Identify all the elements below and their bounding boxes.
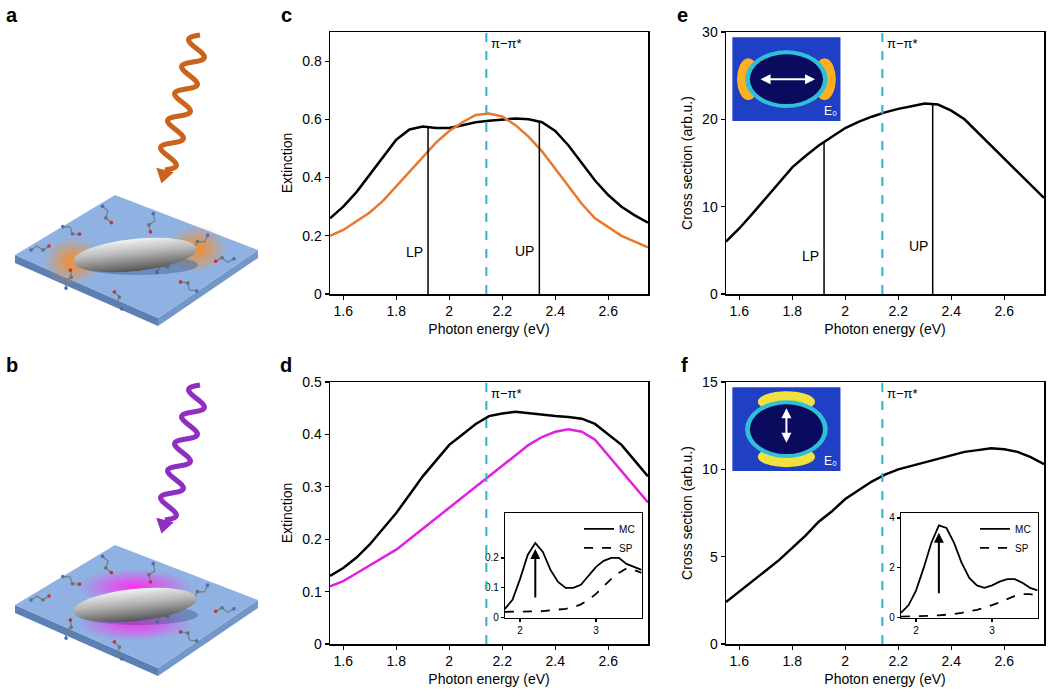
svg-text:2.2: 2.2 [889, 303, 909, 319]
svg-text:2.2: 2.2 [889, 653, 909, 669]
svg-text:1.8: 1.8 [387, 653, 407, 669]
svg-text:0.3: 0.3 [302, 479, 322, 495]
svg-text:4: 4 [889, 512, 895, 523]
svg-text:0: 0 [314, 636, 322, 652]
svg-text:MC: MC [1015, 524, 1031, 535]
svg-text:2.2: 2.2 [493, 303, 513, 319]
svg-text:2: 2 [889, 562, 895, 573]
svg-text:Photon energy (eV): Photon energy (eV) [428, 321, 549, 337]
svg-text:UP: UP [909, 238, 928, 254]
svg-text:SP: SP [1015, 543, 1029, 554]
svg-text:Photon energy (eV): Photon energy (eV) [824, 671, 945, 687]
svg-text:20: 20 [702, 111, 718, 127]
svg-text:Extinction: Extinction [279, 133, 295, 194]
svg-text:2.6: 2.6 [995, 303, 1015, 319]
svg-text:0.4: 0.4 [302, 169, 322, 185]
svg-text:0.1: 0.1 [485, 582, 499, 593]
svg-text:UP: UP [515, 243, 534, 259]
svg-text:f: f [681, 354, 688, 376]
svg-text:1.6: 1.6 [334, 653, 354, 669]
svg-text:1.8: 1.8 [783, 303, 803, 319]
svg-text:E₀: E₀ [824, 454, 837, 468]
svg-text:2.4: 2.4 [546, 653, 566, 669]
svg-text:2: 2 [913, 625, 919, 636]
svg-text:0: 0 [493, 612, 499, 623]
svg-text:0: 0 [889, 612, 895, 623]
svg-text:Photon energy (eV): Photon energy (eV) [428, 671, 549, 687]
svg-text:Cross section (arb.u.): Cross section (arb.u.) [679, 96, 695, 230]
svg-text:2.4: 2.4 [546, 303, 566, 319]
svg-text:2: 2 [841, 303, 849, 319]
svg-text:10: 10 [702, 461, 718, 477]
svg-text:0.2: 0.2 [302, 531, 322, 547]
svg-text:Photon energy (eV): Photon energy (eV) [824, 321, 945, 337]
svg-text:1.8: 1.8 [783, 653, 803, 669]
svg-text:MC: MC [619, 524, 635, 535]
svg-text:2.6: 2.6 [599, 653, 619, 669]
svg-text:3: 3 [593, 625, 599, 636]
svg-text:2: 2 [445, 303, 453, 319]
svg-text:0.5: 0.5 [302, 374, 322, 390]
svg-text:π−π*: π−π* [887, 386, 918, 401]
svg-text:0.6: 0.6 [302, 111, 322, 127]
svg-text:0: 0 [710, 636, 718, 652]
svg-text:1.6: 1.6 [730, 653, 750, 669]
svg-text:Cross section (arb.u.): Cross section (arb.u.) [679, 446, 695, 580]
svg-text:2: 2 [517, 625, 523, 636]
svg-text:π−π*: π−π* [887, 36, 918, 51]
svg-text:0: 0 [314, 286, 322, 302]
svg-text:3: 3 [989, 625, 995, 636]
svg-text:15: 15 [702, 374, 718, 390]
svg-text:0.4: 0.4 [302, 426, 322, 442]
svg-text:0.1: 0.1 [302, 584, 322, 600]
svg-text:0: 0 [710, 286, 718, 302]
svg-text:10: 10 [702, 199, 718, 215]
svg-text:5: 5 [710, 549, 718, 565]
svg-text:2.6: 2.6 [995, 653, 1015, 669]
svg-text:d: d [280, 354, 292, 376]
svg-text:a: a [6, 4, 18, 26]
svg-text:2: 2 [445, 653, 453, 669]
svg-text:2.4: 2.4 [942, 653, 962, 669]
svg-text:π−π*: π−π* [491, 36, 522, 51]
svg-text:0.2: 0.2 [302, 228, 322, 244]
svg-text:c: c [281, 4, 292, 26]
svg-text:1.6: 1.6 [334, 303, 354, 319]
svg-text:1.8: 1.8 [387, 303, 407, 319]
svg-text:Extinction: Extinction [279, 483, 295, 544]
svg-text:0.2: 0.2 [485, 552, 499, 563]
svg-text:2: 2 [841, 653, 849, 669]
svg-text:30: 30 [702, 24, 718, 40]
svg-text:π−π*: π−π* [491, 386, 522, 401]
svg-text:2.4: 2.4 [942, 303, 962, 319]
svg-text:LP: LP [802, 248, 819, 264]
svg-text:e: e [677, 4, 688, 26]
svg-text:1.6: 1.6 [730, 303, 750, 319]
svg-text:0.8: 0.8 [302, 53, 322, 69]
svg-text:b: b [6, 354, 18, 376]
svg-text:2.2: 2.2 [493, 653, 513, 669]
svg-text:2.6: 2.6 [599, 303, 619, 319]
svg-text:LP: LP [406, 244, 423, 260]
svg-text:SP: SP [619, 543, 633, 554]
svg-text:E₀: E₀ [824, 104, 837, 118]
